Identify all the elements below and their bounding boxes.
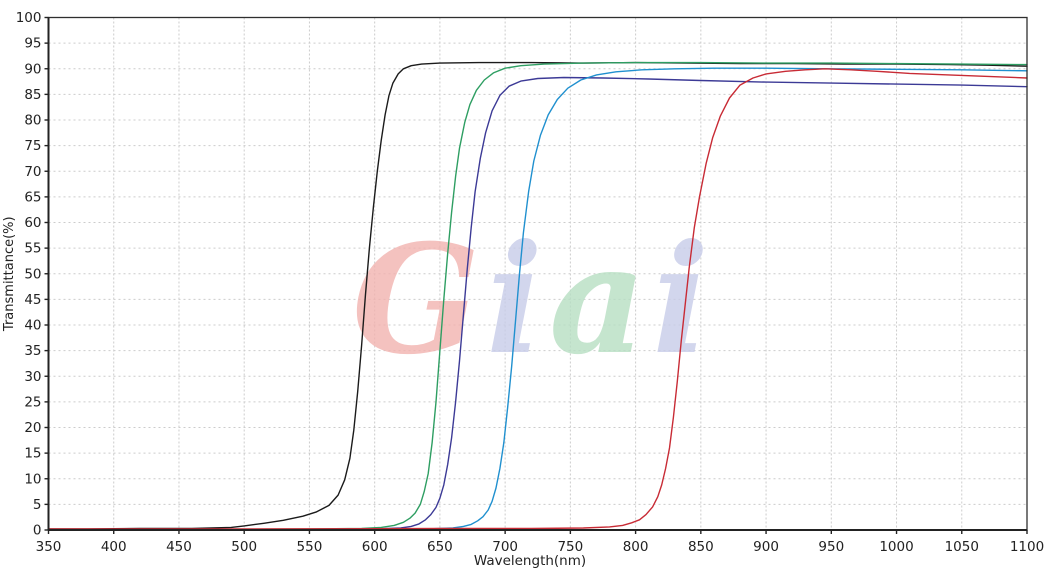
y-tick-label: 100 bbox=[16, 10, 42, 26]
x-tick-label: 500 bbox=[231, 539, 257, 555]
x-tick-label: 350 bbox=[36, 539, 62, 555]
y-tick-label: 25 bbox=[24, 394, 41, 410]
watermark-logo-text: Giai bbox=[352, 212, 715, 388]
y-tick-label: 55 bbox=[24, 241, 41, 257]
x-tick-label: 600 bbox=[362, 539, 388, 555]
x-tick-label: 1100 bbox=[1010, 539, 1044, 555]
y-tick-label: 95 bbox=[24, 36, 41, 52]
y-tick-label: 75 bbox=[24, 138, 41, 154]
y-tick-label: 65 bbox=[24, 189, 41, 205]
y-tick-label: 10 bbox=[24, 471, 41, 487]
y-tick-label: 35 bbox=[24, 343, 41, 359]
x-axis-title: Wavelength(nm) bbox=[474, 553, 586, 569]
watermark-letter: G bbox=[352, 212, 486, 388]
y-tick-label: 45 bbox=[24, 292, 41, 308]
watermark-letter: a bbox=[549, 212, 652, 388]
y-tick-label: 60 bbox=[24, 215, 41, 231]
y-tick-label: 30 bbox=[24, 369, 41, 385]
series-curve-violet-edge-filter bbox=[47, 76, 1028, 531]
y-tick-label: 50 bbox=[24, 266, 41, 282]
x-tick-label: 900 bbox=[753, 539, 779, 555]
x-tick-label: 750 bbox=[557, 539, 583, 555]
x-tick-label: 1000 bbox=[879, 539, 913, 555]
x-tick-label: 850 bbox=[688, 539, 714, 555]
y-tick-label: 70 bbox=[24, 164, 41, 180]
x-tick-label: 650 bbox=[427, 539, 453, 555]
x-tick-label: 550 bbox=[297, 539, 323, 555]
y-tick-label: 0 bbox=[33, 523, 42, 539]
x-tick-label: 950 bbox=[818, 539, 844, 555]
y-tick-label: 5 bbox=[33, 497, 42, 513]
x-tick-label: 400 bbox=[101, 539, 127, 555]
x-tick-label: 800 bbox=[623, 539, 649, 555]
y-tick-label: 15 bbox=[24, 446, 41, 462]
y-tick-label: 40 bbox=[24, 318, 41, 334]
x-tick-label: 700 bbox=[492, 539, 518, 555]
series-curve-green-edge-filter bbox=[47, 61, 1028, 531]
x-tick-label: 450 bbox=[166, 539, 192, 555]
y-tick-label: 90 bbox=[24, 61, 41, 77]
series-curve-blue-edge-filter bbox=[47, 67, 1028, 531]
y-tick-label: 80 bbox=[24, 113, 41, 129]
x-tick-label: 1050 bbox=[945, 539, 979, 555]
y-tick-label: 20 bbox=[24, 420, 41, 436]
y-tick-label: 85 bbox=[24, 87, 41, 103]
y-axis-title: Transmittance(%) bbox=[2, 216, 17, 332]
watermark-letter: i bbox=[652, 212, 715, 388]
watermark-letter: i bbox=[486, 212, 549, 388]
series-curve-red-edge-filter bbox=[47, 68, 1028, 530]
